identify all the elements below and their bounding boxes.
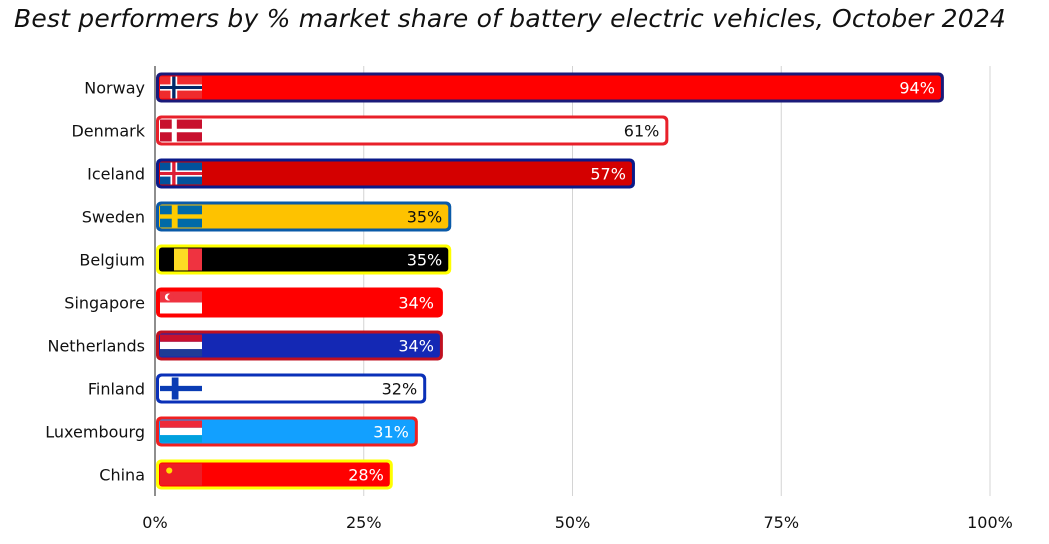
category-label: China [99,466,145,485]
china-flag-icon [160,463,202,486]
norway-flag-icon [160,76,202,99]
bar-iceland: 57% [156,158,635,189]
bar-netherlands: 34% [156,330,443,361]
value-label: 34% [398,337,434,356]
bar-fill [159,419,415,444]
x-tick-label: 25% [346,513,382,532]
iceland-flag-icon [160,162,202,185]
bar-finland: 32% [156,373,427,404]
category-label: Denmark [71,122,145,141]
category-label: Sweden [82,208,145,227]
finland-flag-icon [160,377,202,400]
value-label: 35% [407,251,443,270]
bar-fill [159,75,941,100]
luxembourg-flag-icon [160,420,202,443]
belgium-flag-icon [160,248,202,271]
x-tick-label: 50% [555,513,591,532]
value-label: 35% [407,208,443,227]
category-label: Belgium [79,251,145,270]
sweden-flag-icon [160,205,202,228]
category-label: Norway [84,79,145,98]
bar-singapore: 34% [156,287,443,318]
bar-china: 28% [156,459,393,490]
netherlands-flag-icon [160,334,202,357]
bar-fill [159,290,440,315]
bar-denmark: 61% [156,115,669,146]
bar-fill [159,161,632,186]
axes: 0% 25% 50% 75% 100% Norway Denmark Iceland Swede… [45,66,1013,532]
bar-fill [159,376,424,401]
category-label: Singapore [64,294,145,313]
bar-norway: 94% [156,72,944,103]
bar-luxembourg: 31% [156,416,418,447]
bar-fill [159,247,449,272]
category-label: Luxembourg [45,423,145,442]
bar-fill [159,204,449,229]
x-tick-label: 0% [142,513,167,532]
bar-belgium: 35% [156,244,452,275]
singapore-flag-icon [160,291,202,314]
value-label: 57% [590,165,626,184]
chart-title: Best performers by % market share of bat… [14,4,1007,33]
bars: 94% 61% 57% 35% 35% 34% 34% 32% 31% 28% [156,72,944,490]
x-tick-label: 75% [763,513,799,532]
category-label: Iceland [87,165,145,184]
denmark-flag-icon [160,119,202,142]
value-label: 34% [398,294,434,313]
bar-fill [159,462,390,487]
bar-sweden: 35% [156,201,452,232]
value-label: 61% [624,122,660,141]
category-label: Finland [88,380,145,399]
x-tick-label: 100% [967,513,1013,532]
value-label: 31% [373,423,409,442]
bar-fill [159,118,666,143]
bar-fill [159,333,440,358]
value-label: 28% [348,466,384,485]
value-label: 94% [899,79,935,98]
category-label: Netherlands [47,337,145,356]
value-label: 32% [382,380,418,399]
